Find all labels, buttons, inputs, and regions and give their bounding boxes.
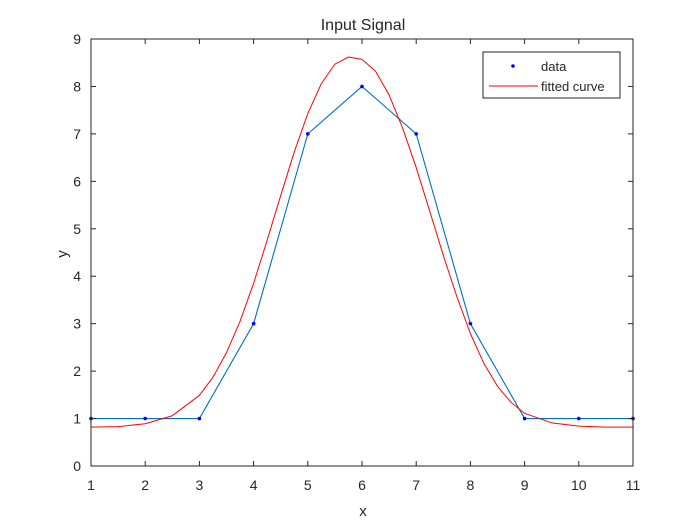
data-point	[197, 416, 202, 421]
plot-background	[91, 39, 633, 466]
data-point	[577, 416, 581, 421]
data-point	[414, 132, 419, 136]
x-tick-label: 4	[250, 477, 258, 493]
plot-area	[89, 39, 635, 466]
data-point	[522, 416, 527, 421]
x-tick-label: 6	[358, 477, 366, 493]
y-tick-label: 4	[73, 268, 81, 284]
y-tick-label: 1	[73, 411, 81, 427]
legend-box	[482, 51, 621, 99]
legend-marker-data	[511, 64, 515, 68]
y-tick-label: 0	[73, 458, 81, 474]
y-tick-label: 6	[73, 173, 81, 189]
x-tick-label: 11	[626, 477, 641, 493]
legend-label: fitted curve	[541, 79, 605, 94]
y-axis-label: y	[54, 250, 71, 258]
y-tick-label: 8	[73, 78, 81, 94]
x-tick-label: 1	[87, 477, 95, 493]
x-tick-label: 9	[521, 477, 529, 493]
y-tick-label: 9	[73, 31, 81, 47]
y-tick-label: 3	[73, 316, 81, 332]
x-axis-label: x	[359, 503, 367, 520]
chart-title: Input Signal	[321, 17, 406, 34]
data-point	[360, 84, 364, 89]
fitted-curve-line	[90, 56, 633, 428]
x-tick-label: 5	[304, 477, 312, 493]
legend: data fitted curve	[482, 51, 621, 99]
x-tick-label: 10	[571, 477, 587, 493]
y-tick-label: 5	[73, 221, 81, 237]
x-tick-label: 2	[141, 477, 149, 493]
y-tick-label: 2	[73, 363, 81, 379]
legend-label: data	[541, 59, 567, 74]
data-point	[306, 132, 310, 136]
x-tick-label: 8	[467, 477, 475, 493]
x-tick-label: 7	[412, 477, 420, 493]
y-tick-label: 7	[73, 126, 81, 142]
data-point	[251, 321, 256, 326]
data-point	[143, 416, 147, 421]
data-point	[468, 321, 473, 326]
x-tick-label: 3	[196, 477, 204, 493]
